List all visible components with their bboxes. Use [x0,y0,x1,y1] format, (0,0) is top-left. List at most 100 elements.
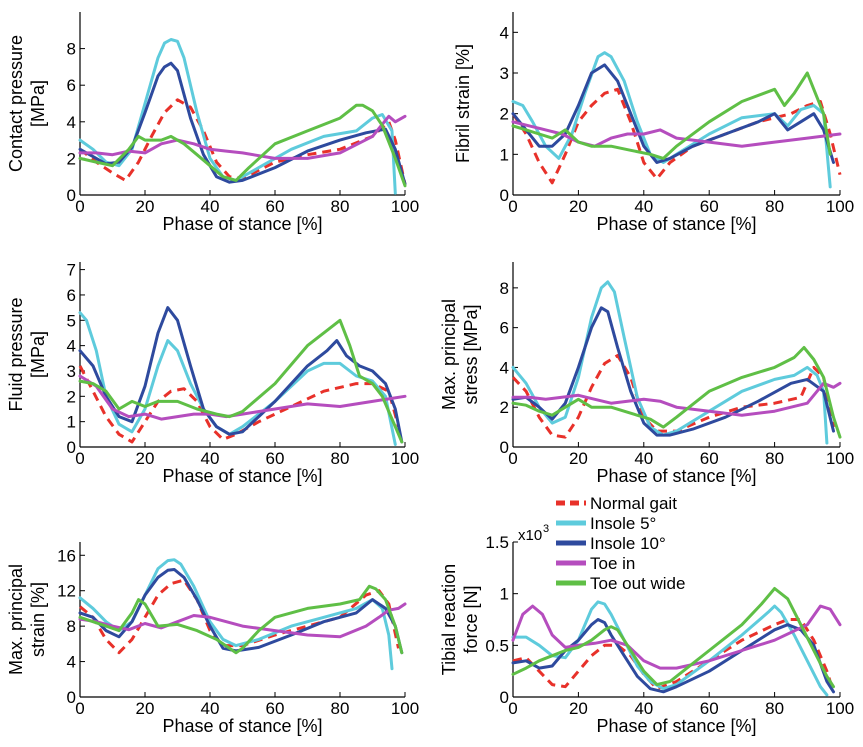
series-line-insole-5- [511,280,829,445]
y-axis-label: [MPa] [28,80,48,127]
x-tick-label: 80 [331,449,350,468]
chart-panel-max_principal_strain: 0 20 40 60 80 100 0 4 8 12 16 Phase of stance [%] Ma… [6,542,419,736]
y-tick-label: 2 [500,105,509,124]
series-line-toe-out-wide [511,587,835,689]
y-tick-label: 7 [67,261,76,280]
y-tick-label: 4 [67,113,76,132]
x-tick-label: 80 [765,197,784,216]
y-tick-label: 1 [67,413,76,432]
legend-label: Insole 5° [590,514,656,533]
chart-panel-max_principal_stress: 0 20 40 60 80 100 0 2 4 6 8 Phase of stance [%] Max.… [439,262,854,486]
legend-label: Toe out wide [590,574,685,593]
y-tick-label: 2 [500,398,509,417]
x-tick-label: 0 [75,197,84,216]
x-tick-label: 80 [331,699,350,718]
y-tick-label: 0 [500,688,509,707]
x-tick-label: 100 [391,197,419,216]
y-tick-label: 2 [67,149,76,168]
y-tick-label: 3 [500,64,509,83]
y-axis-label: Contact pressure [6,35,26,172]
x-tick-label: 100 [391,699,419,718]
x-tick-label: 40 [201,699,220,718]
x-tick-label: 20 [136,699,155,718]
legend-label: Toe in [590,554,635,573]
series-line-insole-10- [511,618,835,694]
series-line-toe-out-wide [78,318,404,444]
x-axis-label: Phase of stance [%] [162,716,322,736]
y-tick-label: 0 [500,438,509,457]
series-line-toe-out-wide [511,71,832,160]
x-axis-label: Phase of stance [%] [596,214,756,234]
x-tick-label: 60 [266,699,285,718]
x-tick-label: 20 [569,197,588,216]
series-line-toe-in [511,381,842,417]
x-tick-label: 40 [634,699,653,718]
series-line-toe-out-wide [511,346,842,439]
y-tick-label: 2 [67,387,76,406]
series-line-insole-10- [78,61,407,186]
y-tick-label: 0 [67,688,76,707]
y-tick-label: 3 [67,362,76,381]
x-tick-label: 60 [700,197,719,216]
series-line-toe-in [511,604,842,670]
y-tick-label: 4 [500,358,509,377]
x-tick-label: 0 [75,449,84,468]
y-tick-label: 1 [500,145,509,164]
series-line-normal-gait [511,87,842,185]
y-tick-label: 6 [67,286,76,305]
x-axis-label: Phase of stance [%] [596,716,756,736]
x-tick-label: 0 [508,699,517,718]
chart-panel-contact_pressure: 0 20 40 60 80 100 0 2 4 6 8 Phase of stance [%] Cont… [6,12,419,234]
y-tick-label: 1 [500,585,509,604]
y-axis-label: [MPa] [28,331,48,378]
series-line-insole-5- [511,51,832,189]
x-tick-label: 80 [765,449,784,468]
series-line-toe-out-wide [78,584,404,655]
x-axis-label: Phase of stance [%] [596,466,756,486]
y-tick-label: 6 [67,76,76,95]
y-axis-label: Fibril strain [%] [453,44,473,163]
y-tick-label: 4 [500,23,509,42]
series-line-toe-in [511,120,842,148]
x-tick-label: 40 [201,449,220,468]
series-line-insole-10- [78,568,404,655]
y-axis-label: Max. principal [6,564,26,675]
y-tick-label: 0 [67,438,76,457]
x-tick-label: 0 [508,449,517,468]
legend-label: Insole 10° [590,534,666,553]
y-tick-label: 8 [67,40,76,59]
series-line-normal-gait [79,98,407,185]
y-tick-label: 16 [57,546,76,565]
y-axis-label: Tibial reaction [439,564,459,675]
series-line-normal-gait [512,618,835,693]
series-line-insole-5- [78,311,397,446]
y-tick-label: 0 [500,186,509,205]
x-tick-label: 60 [700,449,719,468]
series-line-toe-in [78,374,407,421]
series-line-insole-10- [78,306,404,444]
x-tick-label: 40 [634,449,653,468]
legend-label: Normal gait [590,494,677,513]
x-tick-label: 80 [331,197,350,216]
x-tick-label: 0 [508,197,517,216]
y-tick-label: 6 [500,319,509,338]
y-tick-label: 8 [500,279,509,298]
y-tick-label: 12 [57,582,76,601]
y-tick-label: 8 [67,617,76,636]
chart-panel-fluid_pressure: 0 20 40 60 80 100 0 1 2 3 4 5 6 7 Phase of stance [%] F… [6,261,419,486]
y-tick-label: 1.5 [485,533,509,552]
x-tick-label: 60 [266,197,285,216]
series-line-toe-in [78,114,407,160]
x-tick-label: 60 [266,449,285,468]
series-line-toe-in [78,602,407,639]
y-tick-label: 4 [67,653,76,672]
x-tick-label: 100 [826,449,854,468]
y-axis-label: Fluid pressure [6,297,26,411]
x-tick-label: 40 [634,197,653,216]
axis-multiplier-label: x10 [518,527,542,544]
x-tick-label: 0 [75,699,84,718]
x-axis-label: Phase of stance [%] [162,466,322,486]
series-line-toe-out-wide [78,103,407,188]
